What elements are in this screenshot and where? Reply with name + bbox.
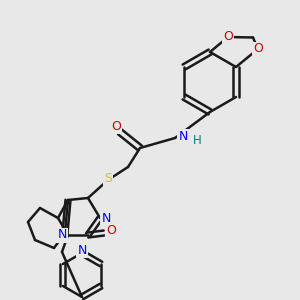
Text: O: O [111,119,121,133]
Text: S: S [104,172,112,184]
Text: N: N [57,229,67,242]
Text: H: H [193,134,201,146]
Text: O: O [223,31,233,44]
Text: N: N [178,130,188,142]
Text: N: N [77,244,87,256]
Text: O: O [106,224,116,238]
Text: N: N [101,212,111,224]
Text: O: O [253,43,263,56]
